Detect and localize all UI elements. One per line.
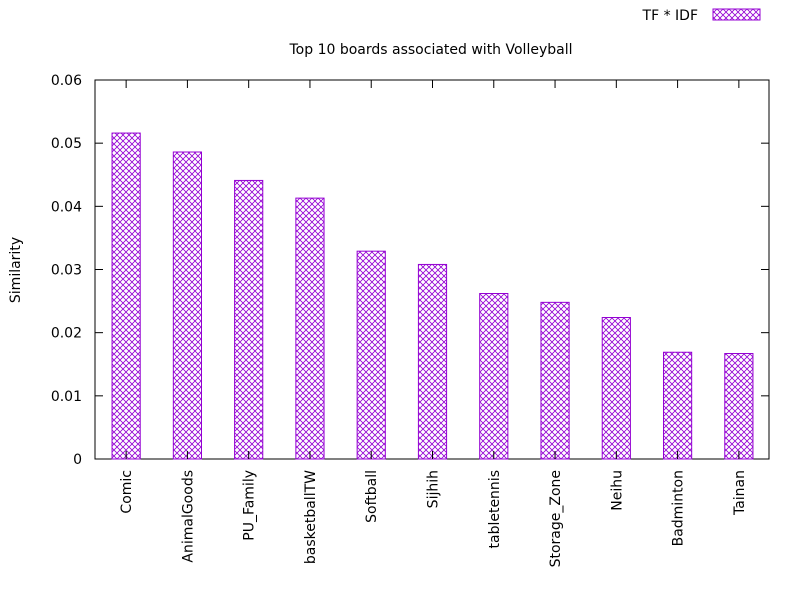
bar <box>111 132 141 460</box>
x-tick-label: tabletennis <box>487 470 503 549</box>
x-tick-label: AnimalGoods <box>180 470 196 563</box>
chart-title: Top 10 boards associated with Volleyball <box>289 42 573 58</box>
x-tick-label: PU_Family <box>242 470 258 541</box>
legend-label: TF * IDF <box>642 8 698 24</box>
x-tick-label: Badminton <box>671 470 687 546</box>
plot-area: 0 0.01 0.02 0.03 0.04 0.05 0.06 Comic AnimalGood… <box>51 73 770 567</box>
y-tick-label: 0.02 <box>51 326 82 342</box>
bar <box>356 250 386 460</box>
x-tick-label: Tainan <box>732 470 748 516</box>
bar <box>479 293 509 460</box>
y-axis-label: Similarity <box>8 237 24 303</box>
bar <box>172 151 203 460</box>
legend-swatch <box>712 8 761 21</box>
y-tick-label: 0.03 <box>51 263 82 279</box>
bar <box>295 197 325 460</box>
y-tick-label: 0.01 <box>51 389 82 405</box>
x-tick-label: Comic <box>119 470 135 514</box>
legend: TF * IDF <box>642 8 761 24</box>
bar <box>662 351 693 460</box>
bar <box>724 353 754 460</box>
x-tick-label: Sijhih <box>426 470 442 508</box>
bar <box>234 179 264 460</box>
x-tick-label: Neihu <box>609 470 625 511</box>
bar <box>601 317 631 460</box>
bar <box>540 301 570 460</box>
y-tick-label: 0.06 <box>51 73 82 89</box>
x-tick-label: Softball <box>364 470 380 523</box>
y-tick-label: 0.04 <box>51 199 82 215</box>
y-tick-label: 0.05 <box>51 136 82 152</box>
x-tick-label: Storage_Zone <box>548 470 564 567</box>
x-tick-label: basketballTW <box>303 470 319 564</box>
bar <box>417 263 448 460</box>
y-tick-label: 0 <box>73 452 82 468</box>
